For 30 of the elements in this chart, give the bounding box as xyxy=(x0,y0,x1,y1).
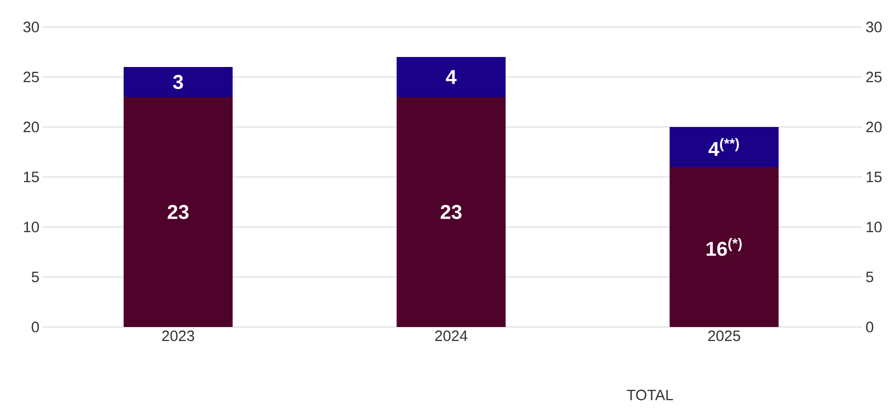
y2-tick-label: 10 xyxy=(866,222,882,232)
y-tick-label: 10 xyxy=(24,222,39,232)
y2-tick-label: 0 xyxy=(866,322,874,332)
data-label: 23 xyxy=(440,204,462,220)
bar xyxy=(670,126,779,167)
y-tick-label: 5 xyxy=(32,272,39,282)
data-label: 3 xyxy=(173,74,183,90)
x-tick-label: 2025 xyxy=(708,330,740,342)
x-tick-label: 2023 xyxy=(162,330,194,342)
bar xyxy=(396,96,506,327)
bar xyxy=(124,96,233,327)
y2-tick-label: 30 xyxy=(866,22,882,32)
y-tick-label: 25 xyxy=(24,72,39,82)
y2-tick-label: 20 xyxy=(866,122,882,132)
bar xyxy=(670,166,779,327)
data-label: 4$^{(**)}$ xyxy=(708,138,739,156)
y-tick-label: 30 xyxy=(23,22,39,32)
data-label: 4 xyxy=(446,70,457,84)
y2-tick-label: 5 xyxy=(866,272,874,282)
y-tick-label: 15 xyxy=(24,172,39,182)
y2-tick-label: 25 xyxy=(866,72,882,82)
bar xyxy=(124,66,233,97)
x-tick-label: 2024 xyxy=(435,330,468,342)
text: TOTAL xyxy=(626,390,673,400)
y-tick-label: 0 xyxy=(32,322,39,332)
bar xyxy=(396,56,506,97)
y2-tick-label: 15 xyxy=(866,172,882,182)
data-label: 16$^{(*)}$ xyxy=(706,238,742,256)
data-label: 23 xyxy=(168,204,189,220)
y-tick-label: 20 xyxy=(24,122,39,132)
